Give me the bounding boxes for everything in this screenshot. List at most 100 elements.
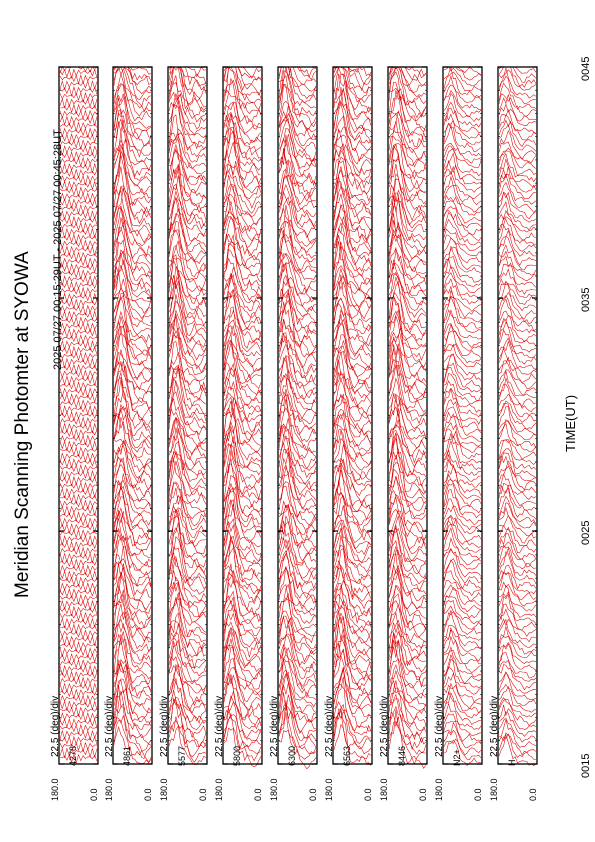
- scan-trace: [333, 89, 372, 144]
- scan-trace: [443, 90, 482, 118]
- axis-top-value: 180.0: [379, 778, 389, 801]
- scan-trace: [278, 289, 317, 335]
- scan-trace: [113, 252, 152, 298]
- scan-trace: [333, 281, 372, 322]
- scan-trace: [168, 66, 207, 103]
- axis-top-value: 180.0: [159, 778, 169, 801]
- scan-trace: [498, 119, 537, 147]
- scan-trace: [168, 505, 207, 544]
- scan-trace: [223, 621, 262, 662]
- scan-trace: [443, 514, 482, 535]
- scan-trace: [168, 581, 207, 633]
- channel-label: 6563: [342, 746, 352, 766]
- scan-trace: [388, 310, 427, 361]
- scan-trace: [59, 357, 98, 369]
- scan-trace: [113, 66, 152, 107]
- scan-trace: [443, 399, 482, 425]
- scan-trace: [59, 723, 98, 735]
- scan-trace: [278, 520, 317, 562]
- scan-trace: [168, 596, 207, 637]
- scan-trace: [333, 649, 372, 696]
- scan-trace: [168, 725, 207, 765]
- scan-trace: [168, 315, 207, 370]
- scan-trace: [223, 401, 262, 441]
- scan-trace: [278, 288, 317, 334]
- scan-trace: [223, 164, 262, 194]
- scan-trace: [168, 259, 207, 304]
- scan-trace: [168, 93, 207, 138]
- scan-trace: [113, 714, 152, 759]
- scan-trace: [278, 633, 317, 672]
- scan-trace: [168, 138, 207, 175]
- scan-trace: [223, 248, 262, 297]
- axis-top-value: 180.0: [104, 778, 114, 801]
- scan-trace: [168, 66, 207, 94]
- scan-trace: [278, 388, 317, 435]
- scan-trace: [333, 667, 372, 709]
- scan-trace: [113, 143, 152, 194]
- scan-trace: [388, 90, 427, 136]
- channel-label: H: [507, 760, 517, 767]
- scan-trace: [278, 583, 317, 630]
- scan-trace: [59, 552, 98, 564]
- scan-trace: [498, 452, 537, 478]
- scan-trace: [278, 175, 317, 227]
- scan-trace: [333, 134, 372, 177]
- scan-trace: [388, 515, 427, 562]
- scan-trace: [59, 593, 98, 605]
- scan-trace: [223, 272, 262, 312]
- scan-trace: [168, 128, 207, 163]
- scan-trace: [59, 694, 98, 705]
- scan-trace: [278, 259, 317, 295]
- scale-label: 22.5 (deg)/div: [159, 696, 170, 757]
- scan-trace: [59, 664, 98, 676]
- scan-trace: [333, 320, 372, 370]
- scan-trace: [498, 400, 537, 423]
- scan-trace: [113, 479, 152, 510]
- scan-trace: [168, 556, 207, 602]
- scan-trace: [498, 473, 537, 500]
- scan-trace: [443, 548, 482, 578]
- scan-trace: [59, 511, 98, 523]
- scan-trace: [59, 198, 98, 210]
- scan-trace: [113, 292, 152, 336]
- scan-trace: [113, 349, 152, 394]
- scan-trace: [333, 372, 372, 419]
- scan-trace: [113, 109, 152, 156]
- scan-trace: [443, 432, 482, 464]
- scan-trace: [168, 440, 207, 483]
- scan-trace: [168, 275, 207, 329]
- scan-trace: [333, 701, 372, 736]
- scan-trace: [333, 156, 372, 202]
- scan-trace: [498, 641, 537, 664]
- scan-trace: [498, 564, 537, 590]
- scan-trace: [168, 269, 207, 313]
- scan-trace: [333, 457, 372, 507]
- scan-trace: [113, 259, 152, 303]
- scan-trace: [388, 658, 427, 701]
- scan-trace: [498, 719, 537, 748]
- scan-trace: [498, 348, 537, 375]
- scan-trace: [113, 287, 152, 322]
- scan-trace: [223, 603, 262, 648]
- scan-trace: [333, 535, 372, 584]
- scan-trace: [388, 347, 427, 398]
- scan-trace: [498, 150, 537, 177]
- panel-H: [498, 66, 537, 766]
- scan-trace: [388, 336, 427, 383]
- scan-trace: [443, 147, 482, 177]
- scan-trace: [388, 622, 427, 667]
- scan-trace: [388, 419, 427, 464]
- scan-trace: [168, 100, 207, 152]
- scan-trace: [443, 479, 482, 508]
- scan-trace: [278, 441, 317, 491]
- scan-trace: [443, 194, 482, 216]
- scan-trace: [388, 570, 427, 619]
- scan-trace: [443, 548, 481, 570]
- scan-trace: [498, 618, 537, 643]
- scan-trace: [223, 487, 262, 538]
- scan-trace: [278, 610, 317, 649]
- scan-trace: [498, 439, 537, 460]
- scan-trace: [168, 352, 207, 396]
- scan-trace: [113, 250, 152, 288]
